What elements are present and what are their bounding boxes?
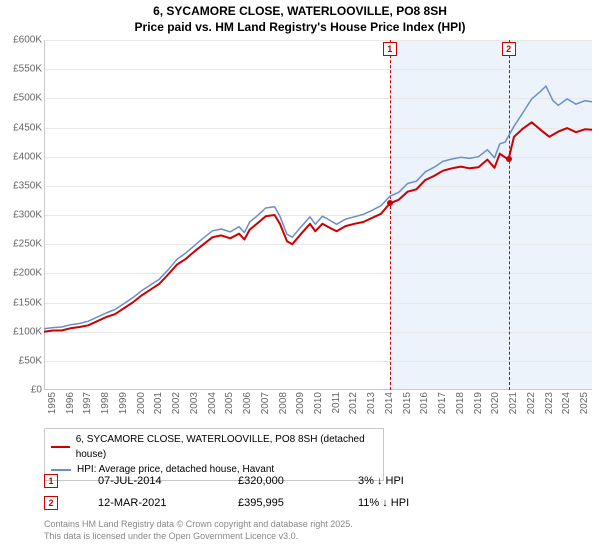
legend-item: 6, SYCAMORE CLOSE, WATERLOOVILLE, PO8 8S… <box>51 432 377 462</box>
x-tick-label: 2024 <box>561 392 572 414</box>
marker-badge-2: 2 <box>502 42 516 56</box>
x-tick-label: 2010 <box>313 392 324 414</box>
y-tick-label: £450K <box>13 122 42 133</box>
x-tick-label: 2008 <box>278 392 289 414</box>
x-tick-label: 2001 <box>153 392 164 414</box>
x-tick-label: 1999 <box>118 392 129 414</box>
transaction-table: 1 07-JUL-2014 £320,000 3% ↓ HPI 2 12-MAR… <box>44 470 592 514</box>
chart-container: 6, SYCAMORE CLOSE, WATERLOOVILLE, PO8 8S… <box>0 0 600 560</box>
x-tick-label: 1997 <box>82 392 93 414</box>
txn-price: £320,000 <box>238 475 358 487</box>
y-tick-label: £250K <box>13 239 42 250</box>
x-tick-label: 2017 <box>437 392 448 414</box>
transaction-row: 1 07-JUL-2014 £320,000 3% ↓ HPI <box>44 470 592 492</box>
x-tick-label: 2020 <box>490 392 501 414</box>
x-tick-label: 2025 <box>579 392 590 414</box>
marker-badge-1: 1 <box>383 42 397 56</box>
x-tick-label: 2013 <box>366 392 377 414</box>
x-tick-label: 2000 <box>136 392 147 414</box>
y-tick-label: £400K <box>13 151 42 162</box>
txn-price: £395,995 <box>238 497 358 509</box>
marker-dot-2 <box>506 156 512 162</box>
x-tick-label: 2011 <box>331 392 342 414</box>
x-tick-label: 2015 <box>402 392 413 414</box>
footnote-line1: Contains HM Land Registry data © Crown c… <box>44 518 353 530</box>
y-tick-label: £500K <box>13 93 42 104</box>
x-tick-label: 2006 <box>242 392 253 414</box>
x-tick-label: 2023 <box>544 392 555 414</box>
y-tick-label: £550K <box>13 64 42 75</box>
title-line2: Price paid vs. HM Land Registry's House … <box>0 20 600 36</box>
x-tick-label: 2002 <box>171 392 182 414</box>
y-tick-label: £600K <box>13 35 42 46</box>
series-line <box>44 86 592 329</box>
x-tick-label: 2014 <box>384 392 395 414</box>
y-tick-label: £350K <box>13 180 42 191</box>
txn-date: 07-JUL-2014 <box>98 475 238 487</box>
x-tick-label: 2021 <box>508 392 519 414</box>
y-tick-label: £150K <box>13 297 42 308</box>
x-tick-label: 1995 <box>47 392 58 414</box>
chart-title: 6, SYCAMORE CLOSE, WATERLOOVILLE, PO8 8S… <box>0 0 600 37</box>
y-tick-label: £300K <box>13 210 42 221</box>
x-tick-label: 2022 <box>526 392 537 414</box>
transaction-row: 2 12-MAR-2021 £395,995 11% ↓ HPI <box>44 492 592 514</box>
x-tick-label: 2004 <box>207 392 218 414</box>
txn-pct: 3% ↓ HPI <box>358 475 478 487</box>
txn-pct: 11% ↓ HPI <box>358 497 478 509</box>
x-tick-label: 2019 <box>473 392 484 414</box>
x-tick-label: 2005 <box>224 392 235 414</box>
y-tick-label: £100K <box>13 326 42 337</box>
x-tick-label: 2007 <box>260 392 271 414</box>
title-line1: 6, SYCAMORE CLOSE, WATERLOOVILLE, PO8 8S… <box>0 4 600 20</box>
marker-dot-1 <box>387 200 393 206</box>
txn-badge: 1 <box>44 474 58 488</box>
x-tick-label: 2009 <box>295 392 306 414</box>
x-tick-label: 1996 <box>65 392 76 414</box>
x-tick-label: 2003 <box>189 392 200 414</box>
footnote: Contains HM Land Registry data © Crown c… <box>44 518 353 542</box>
y-tick-label: £0 <box>31 385 42 396</box>
y-tick-label: £200K <box>13 268 42 279</box>
y-tick-label: £50K <box>19 355 42 366</box>
line-chart-svg <box>44 40 592 390</box>
series-line <box>44 122 592 331</box>
x-tick-label: 1998 <box>100 392 111 414</box>
x-tick-label: 2012 <box>348 392 359 414</box>
legend-swatch <box>51 446 70 449</box>
footnote-line2: This data is licensed under the Open Gov… <box>44 530 353 542</box>
txn-date: 12-MAR-2021 <box>98 497 238 509</box>
x-tick-label: 2016 <box>419 392 430 414</box>
x-tick-label: 2018 <box>455 392 466 414</box>
txn-badge: 2 <box>44 496 58 510</box>
legend-label: 6, SYCAMORE CLOSE, WATERLOOVILLE, PO8 8S… <box>76 432 377 462</box>
